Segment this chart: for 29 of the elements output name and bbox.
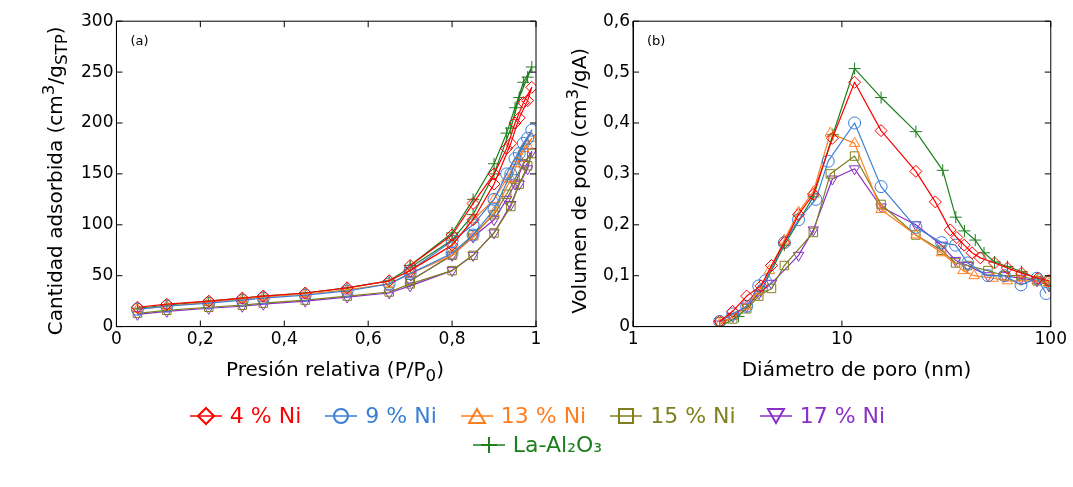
annotation: (b) [646,33,665,49]
x-tick-label: 0,6 [354,328,382,349]
y-tick-label: 0,3 [602,162,630,183]
y-tick-label: 0,4 [602,111,630,132]
legend-label: 15 % Ni [650,403,736,428]
y-tick-label: 150 [80,162,114,183]
x-tick-label: 0,8 [438,328,466,349]
x-tick-label: 10 [830,328,853,349]
y-tick-label: 250 [80,60,114,81]
y-tick-label: 300 [80,9,114,30]
x-tick-label: 100 [1034,328,1067,349]
legend-label: 4 % Ni [229,403,302,428]
x-tick-label: 1 [530,328,542,349]
legend-label: 13 % Ni [500,403,587,428]
x-axis-title: Presión relativa (P/P$_{0}$) [225,357,445,385]
x-tick-label: 0,2 [186,328,214,349]
x-tick-label: 0,4 [270,328,298,349]
y-tick-label: 50 [91,264,114,285]
y-tick-label: 200 [80,111,114,132]
x-axis-title: Diámetro de poro (nm) [740,357,973,381]
legend-label: 9 % Ni [365,403,437,428]
y-tick-label: 0,1 [602,264,630,285]
legend-label: La-Al₂O₃ [512,432,603,457]
y-tick-label: 0,5 [602,60,630,81]
legend-label: 17 % Ni [799,403,886,428]
y-tick-label: 0,6 [602,9,630,30]
annotation: (a) [130,33,149,49]
y-tick-label: 100 [80,213,114,234]
y-tick-label: 0,2 [602,213,630,234]
